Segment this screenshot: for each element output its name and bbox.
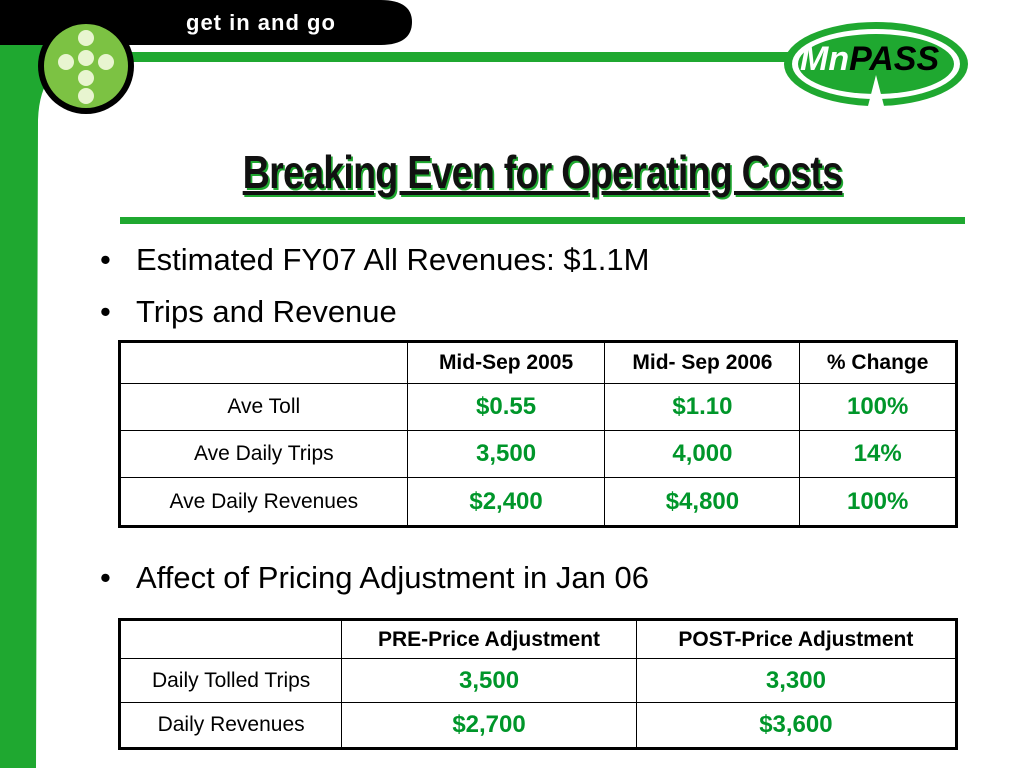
logo-prefix: Mn [800,40,850,78]
table-cell: 14% [799,430,957,479]
table-cell: Ave Daily Trips [119,430,408,479]
tagline: get in and go [186,10,336,35]
table-cell: Mid-Sep 2005 [406,340,606,385]
header-row: Mid-Sep 2005 Mid- Sep 2006% Change [119,340,957,385]
table-cell: Daily Revenues [118,702,343,749]
table-cell: PRE-Price Adjustment [341,618,637,660]
table-cell: Mid- Sep 2006 [604,340,801,385]
table-cell: Ave Daily Revenues [119,477,408,527]
table-cell: 100% [799,477,957,527]
table-cell [119,340,408,385]
table-row: Daily Revenues $2,700 $3,600 [118,702,958,749]
bullet: Estimated FY07 All Revenues: $1.1M [100,242,649,278]
bullet: Trips and Revenue [100,294,397,330]
table-cell: $2,700 [341,702,637,749]
table-cell: 100% [799,383,957,432]
title: Breaking Even for Operating Costs [242,146,843,198]
table: PRE-Price Adjustment POST-Price Adjustmen… [118,618,958,750]
table-cell: POST-Price Adjustment [635,618,958,660]
table-row: Ave Daily Revenues $2,400 $4,800 100% [119,477,957,527]
table-cell: Ave Toll [119,383,408,432]
bullet: Affect of Pricing Adjustment in Jan 06 [100,560,649,596]
logo: MnPASS [800,40,939,79]
table-row: Ave Daily Trips 3,500 4,000 14% [119,430,957,479]
table-cell: 4,000 [604,430,801,479]
table-cell: % Change [799,340,957,385]
header-row: PRE-Price Adjustment POST-Price Adjustmen… [118,618,958,660]
table: Mid-Sep 2005 Mid- Sep 2006% Change Ave Tol… [118,340,958,528]
table-cell: $4,800 [604,477,801,527]
table-cell: $2,400 [406,477,606,527]
table-cell: 3,500 [341,658,637,704]
table-cell: 3,300 [635,658,958,704]
table-cell: $1.10 [604,383,801,432]
table-row: Daily Tolled Trips 3,500 3,300 [118,658,958,704]
table-cell: Daily Tolled Trips [118,658,343,704]
table-cell: 3,500 [406,430,606,479]
table-cell: $0.55 [406,383,606,432]
table-row: Ave Toll $0.55 $1.10 100% [119,383,957,432]
table-cell [118,618,343,660]
table-cell: $3,600 [635,702,958,749]
logo-suffix: PASS [849,40,940,78]
